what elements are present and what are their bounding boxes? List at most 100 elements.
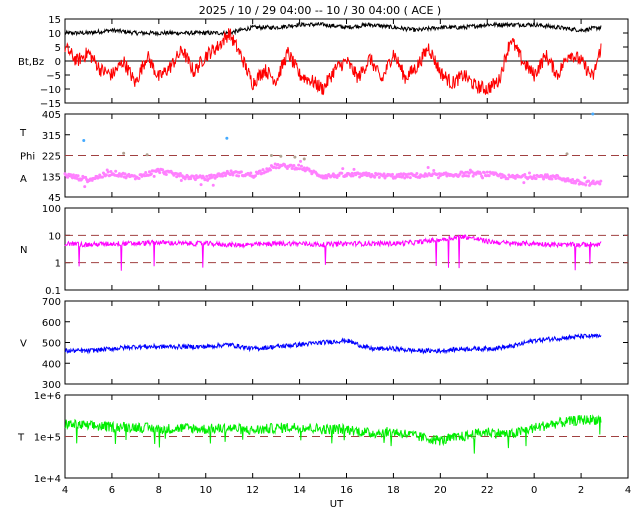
angle-point xyxy=(432,169,436,173)
angle-point xyxy=(299,164,303,168)
angle-point xyxy=(425,174,429,178)
angle-point xyxy=(83,185,87,189)
angle-point xyxy=(337,174,341,178)
y-tick-label: 15 xyxy=(48,15,61,26)
n-line xyxy=(64,234,602,271)
angle-point xyxy=(76,174,80,178)
angle-point xyxy=(415,171,419,175)
angle-point xyxy=(331,172,335,176)
angle-point xyxy=(542,177,546,181)
bz-line xyxy=(64,28,602,96)
angle-point xyxy=(211,183,215,187)
panel-frame-density xyxy=(64,207,629,291)
y-tick-label: 400 xyxy=(42,359,61,370)
angle-point xyxy=(298,167,302,171)
angle-point xyxy=(522,181,526,185)
angle-point xyxy=(527,171,531,175)
angle-point xyxy=(127,172,131,176)
y-tick-label: 10 xyxy=(48,29,61,40)
angle-point xyxy=(466,174,470,178)
angle-point xyxy=(470,170,474,174)
angle-point xyxy=(566,177,570,181)
y-tick-label: 1e+4 xyxy=(34,474,61,485)
angle-point xyxy=(268,168,272,172)
angle-point xyxy=(71,173,75,177)
angle-point xyxy=(426,166,430,170)
angle-point xyxy=(101,175,105,179)
angle-point xyxy=(408,176,412,180)
angle-point xyxy=(123,172,127,176)
angle-point xyxy=(532,174,536,178)
angle-point xyxy=(297,163,301,167)
angle-point xyxy=(109,169,113,173)
x-tick-label: 14 xyxy=(293,485,306,496)
bt-line xyxy=(64,21,602,37)
y-axis-title: V xyxy=(20,339,27,350)
x-tick-label: 4 xyxy=(62,485,68,496)
angle-point xyxy=(571,177,575,181)
angle-point xyxy=(164,173,168,177)
x-tick-label: 2 xyxy=(578,485,584,496)
y-tick-label: 0 xyxy=(55,57,61,68)
angle-point xyxy=(210,175,214,179)
angle-point xyxy=(209,173,213,177)
angle-point xyxy=(599,179,603,183)
y-tick-label: 1e+6 xyxy=(34,391,61,402)
phi-point xyxy=(293,155,297,159)
theta-point xyxy=(225,136,229,140)
y-tick-label: 5 xyxy=(55,43,61,54)
angle-point xyxy=(177,174,181,178)
theta-point xyxy=(82,139,86,143)
y-tick-label: 100 xyxy=(42,204,61,215)
phi-point xyxy=(565,152,569,156)
angle-point xyxy=(152,174,156,178)
y-tick-label: 135 xyxy=(42,172,61,183)
angle-point xyxy=(405,175,409,179)
angle-point xyxy=(104,173,108,177)
x-tick-label: 20 xyxy=(434,485,447,496)
angle-point xyxy=(436,176,440,180)
angle-point xyxy=(205,174,209,178)
angle-point xyxy=(231,173,235,177)
angle-point xyxy=(158,171,162,175)
y-axis-title: Phi xyxy=(20,152,35,163)
phi-point xyxy=(122,151,126,155)
angle-point xyxy=(351,174,355,178)
angle-point xyxy=(598,182,602,186)
y-tick-label: 500 xyxy=(42,339,61,350)
angle-point xyxy=(276,163,280,167)
y-tick-label: −15 xyxy=(40,99,61,110)
y-axis-title: N xyxy=(20,245,27,256)
angle-point xyxy=(215,175,219,179)
y-tick-label: 1e+5 xyxy=(34,433,61,444)
angle-point xyxy=(114,169,118,173)
y-axis-title: Bt,Bz xyxy=(18,57,44,68)
angle-point xyxy=(550,177,554,181)
angle-point xyxy=(485,170,489,174)
angle-point xyxy=(390,172,394,176)
angle-point xyxy=(189,177,193,181)
angle-point xyxy=(481,176,485,180)
angle-point xyxy=(399,172,403,176)
y-tick-label: 0.1 xyxy=(45,286,61,297)
angle-point xyxy=(66,175,70,179)
angle-point xyxy=(340,171,344,175)
angle-point xyxy=(258,169,262,173)
y-tick-label: 315 xyxy=(42,131,61,142)
panel-frame-speed xyxy=(64,300,629,385)
phi-point xyxy=(145,153,149,157)
angle-point xyxy=(350,171,354,175)
angle-point xyxy=(377,175,381,179)
angle-point xyxy=(253,174,257,178)
x-tick-label: 0 xyxy=(531,485,537,496)
y-axis-title: T xyxy=(17,433,25,444)
y-tick-label: 225 xyxy=(42,152,61,163)
angle-point xyxy=(587,179,591,183)
x-tick-label: 12 xyxy=(246,485,259,496)
y-tick-label: 10 xyxy=(48,231,61,242)
angle-point xyxy=(249,171,253,175)
angle-point xyxy=(341,167,345,171)
angle-point xyxy=(285,167,289,171)
angle-point xyxy=(556,174,560,178)
